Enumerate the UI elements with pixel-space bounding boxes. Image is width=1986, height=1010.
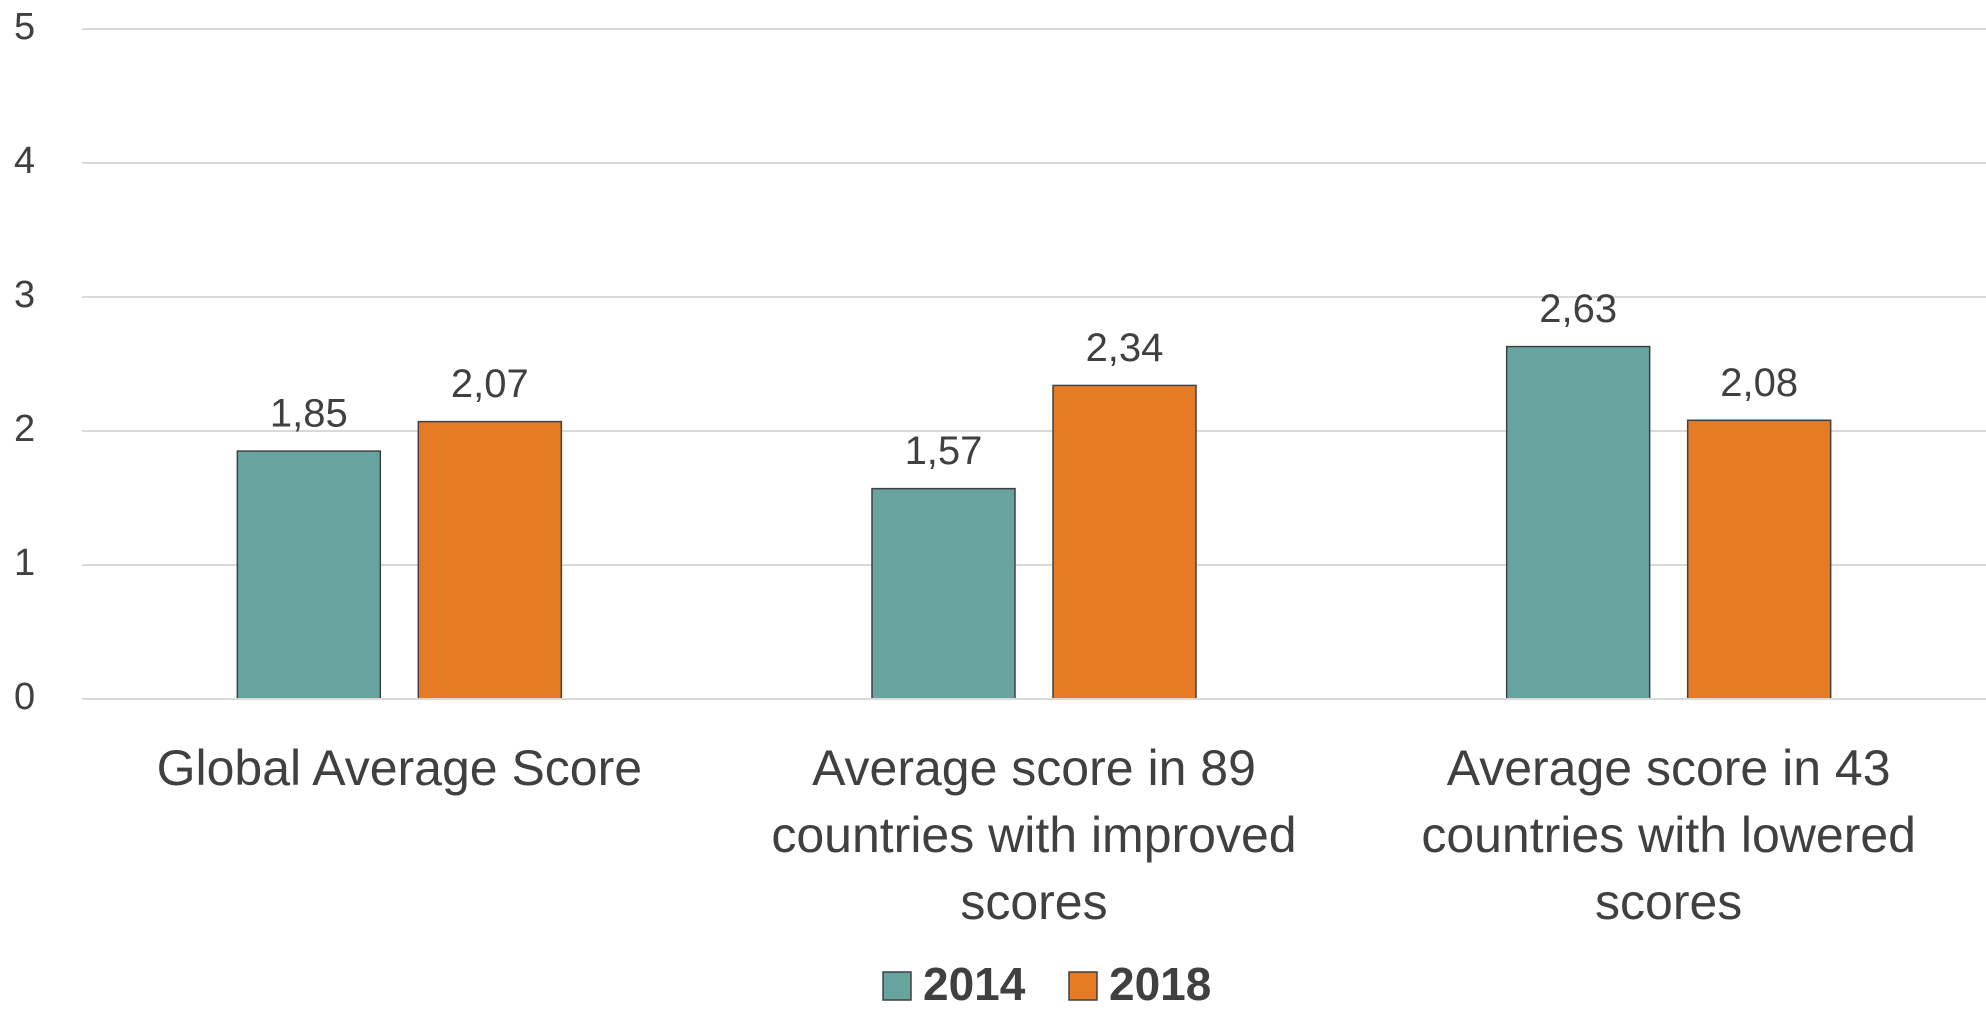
- x-tick-label: Average score in 89 countries with impro…: [771, 740, 1297, 930]
- x-tick-label: Average score in 43 countries with lower…: [1421, 740, 1916, 930]
- data-label: 2,34: [1086, 326, 1164, 370]
- y-tick-label: 4: [14, 140, 35, 182]
- legend-swatch: [882, 971, 912, 1001]
- data-label: 2,63: [1539, 287, 1617, 331]
- data-label: 1,85: [270, 392, 348, 436]
- data-label: 2,07: [451, 362, 529, 406]
- legend-label: 2018: [1109, 958, 1211, 1010]
- bar: [871, 487, 1016, 700]
- bar: [1505, 345, 1651, 700]
- bar: [1686, 419, 1832, 700]
- data-label: 1,57: [905, 429, 983, 473]
- y-tick-label: 3: [14, 274, 35, 316]
- y-tick-label: 0: [14, 676, 35, 718]
- y-tick-label: 2: [14, 408, 35, 450]
- bar: [236, 450, 382, 700]
- y-tick-label: 5: [14, 6, 35, 48]
- legend-swatch: [1068, 971, 1098, 1001]
- y-tick-label: 1: [14, 542, 35, 584]
- x-tick-label: Global Average Score: [156, 740, 643, 796]
- data-label: 2,08: [1720, 361, 1798, 405]
- legend-label: 2014: [923, 958, 1026, 1010]
- bar: [1052, 384, 1197, 700]
- bar: [417, 420, 563, 700]
